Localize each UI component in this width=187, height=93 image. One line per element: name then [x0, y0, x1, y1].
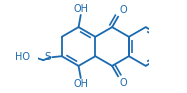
Text: O: O [120, 77, 128, 88]
Text: S: S [45, 52, 51, 62]
Text: OH: OH [73, 4, 88, 14]
Text: HO: HO [15, 52, 30, 62]
Text: OH: OH [73, 79, 88, 89]
Text: O: O [120, 5, 128, 16]
